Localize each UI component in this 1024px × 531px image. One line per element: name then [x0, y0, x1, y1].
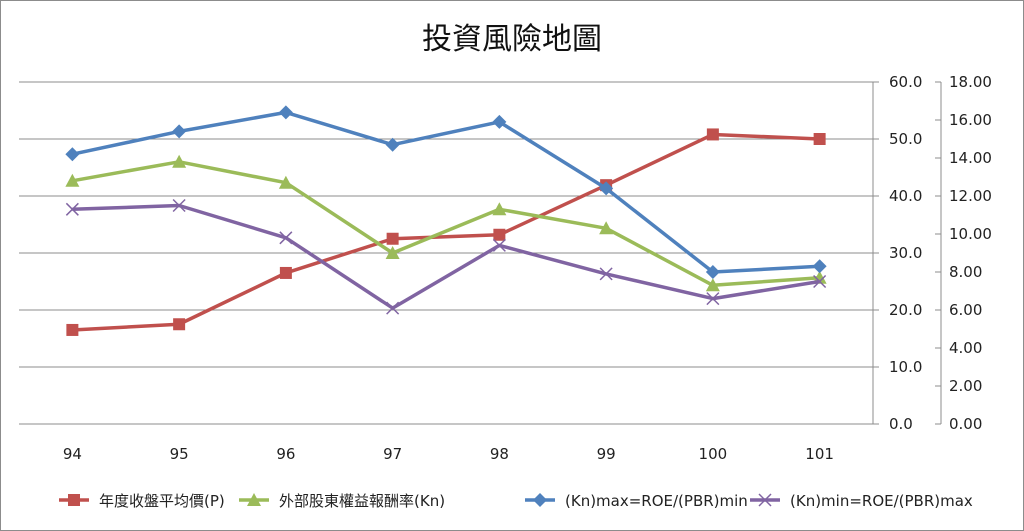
y-right-tick-label: 8.00 — [949, 263, 982, 281]
square-marker — [173, 318, 186, 331]
square-marker — [386, 232, 399, 245]
diamond-marker — [278, 105, 293, 120]
x-tick-label: 101 — [805, 445, 834, 463]
series-group — [65, 105, 827, 336]
square-marker — [279, 266, 292, 279]
series-line — [72, 110, 820, 274]
x-marker-stroke — [706, 292, 720, 306]
x-marker — [279, 231, 293, 245]
legend-item: 外部股東權益報酬率(Kn) — [239, 492, 445, 510]
x-tick-label: 94 — [63, 445, 82, 463]
x-marker — [813, 274, 827, 289]
series-3 — [65, 105, 827, 279]
diamond-marker — [533, 493, 547, 507]
diamond-marker — [812, 259, 827, 274]
series-4 — [65, 198, 827, 315]
square-marker — [706, 128, 719, 141]
square-marker — [493, 228, 506, 241]
x-axis-ticks: 94 95 96 97 98 99 100 101 — [63, 445, 834, 463]
x-tick-label: 99 — [597, 445, 616, 463]
x-marker — [172, 198, 186, 213]
x-marker-stroke — [172, 198, 186, 213]
gridlines — [19, 81, 942, 425]
square-marker — [813, 133, 826, 145]
diamond-marker — [172, 124, 187, 139]
y-left-tick-label: 30.0 — [889, 244, 922, 262]
legend-label: 外部股東權益報酬率(Kn) — [279, 492, 445, 510]
x-marker-stroke — [492, 238, 506, 252]
square-marker — [68, 494, 80, 506]
triangle-marker — [385, 246, 400, 259]
x-tick-label: 98 — [490, 445, 509, 463]
triangle-marker — [172, 154, 187, 168]
series-line — [72, 203, 820, 310]
y-axis-right: 0.00 2.00 4.00 6.00 8.00 10.00 12.00 14.00 16.00… — [949, 73, 992, 433]
series-line — [72, 160, 820, 288]
y-right-tick-label: 14.00 — [949, 149, 992, 167]
legend-item: (Kn)max=ROE/(PBR)min — [525, 492, 748, 510]
triangle-marker — [492, 202, 507, 216]
legend: 年度收盤平均價(P) 外部股東權益報酬率(Kn) (Kn)max=ROE/(PBR)… — [59, 492, 973, 510]
x-marker — [492, 238, 506, 252]
y-right-tick-label: 18.00 — [949, 73, 992, 91]
x-marker-stroke — [65, 202, 79, 216]
triangle-marker — [247, 493, 261, 506]
x-marker-stroke — [386, 301, 400, 315]
diamond-marker — [599, 181, 614, 196]
diamond-marker — [385, 137, 400, 152]
y-left-tick-label: 0.0 — [889, 415, 913, 433]
y-left-tick-label: 20.0 — [889, 301, 922, 319]
y-left-tick-label: 10.0 — [889, 358, 922, 376]
x-marker-stroke — [813, 274, 827, 289]
triangle-marker — [599, 221, 614, 235]
x-marker — [758, 493, 772, 507]
triangle-marker — [65, 173, 80, 187]
x-marker-stroke — [758, 493, 772, 507]
legend-item: 年度收盤平均價(P) — [59, 492, 225, 510]
series-1 — [66, 128, 826, 336]
y-left-tick-label: 40.0 — [889, 187, 922, 205]
legend-item: (Kn)min=ROE/(PBR)max — [750, 492, 973, 510]
x-tick-label: 95 — [170, 445, 189, 463]
x-marker — [706, 292, 720, 306]
legend-label: 年度收盤平均價(P) — [99, 492, 225, 510]
diamond-marker — [492, 114, 507, 129]
y-right-tick-label: 12.00 — [949, 187, 992, 205]
y-right-tick-label: 10.00 — [949, 225, 992, 243]
x-marker — [386, 301, 400, 315]
x-tick-label: 97 — [383, 445, 402, 463]
y-right-tick-label: 16.00 — [949, 111, 992, 129]
x-tick-label: 100 — [699, 445, 728, 463]
x-marker-stroke — [599, 267, 613, 281]
legend-label: (Kn)max=ROE/(PBR)min — [565, 492, 748, 510]
y-left-tick-label: 60.0 — [889, 73, 922, 91]
x-tick-label: 96 — [276, 445, 295, 463]
diamond-marker — [705, 265, 720, 279]
series-2 — [65, 154, 827, 292]
diamond-marker — [65, 147, 80, 162]
series-line — [72, 132, 820, 332]
x-marker — [599, 267, 613, 281]
triangle-marker — [705, 278, 720, 292]
y-right-tick-label: 6.00 — [949, 301, 982, 319]
y-right-tick-label: 4.00 — [949, 339, 982, 357]
y-right-tick-label: 0.00 — [949, 415, 982, 433]
y-left-tick-label: 50.0 — [889, 130, 922, 148]
legend-label: (Kn)min=ROE/(PBR)max — [790, 492, 973, 510]
x-marker-stroke — [279, 231, 293, 245]
chart-title: 投資風險地圖 — [422, 22, 602, 57]
triangle-marker — [278, 175, 293, 189]
y-right-tick-label: 2.00 — [949, 377, 982, 395]
x-marker — [65, 202, 79, 216]
square-marker — [66, 323, 79, 336]
y-axis-left: 0.0 10.0 20.0 30.0 40.0 50.0 60.0 — [889, 73, 922, 433]
